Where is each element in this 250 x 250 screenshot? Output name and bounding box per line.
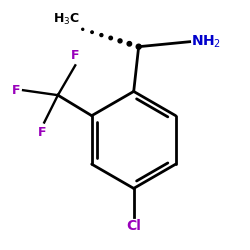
Text: Cl: Cl (126, 220, 141, 234)
Circle shape (91, 31, 93, 34)
Circle shape (82, 28, 84, 30)
Circle shape (127, 42, 132, 46)
Circle shape (109, 36, 112, 40)
Circle shape (118, 39, 122, 43)
Text: F: F (12, 84, 20, 97)
Text: F: F (38, 126, 46, 139)
Text: NH$_2$: NH$_2$ (191, 34, 221, 50)
Text: H$_3$C: H$_3$C (53, 12, 80, 27)
Circle shape (100, 34, 103, 36)
Circle shape (136, 44, 141, 49)
Text: F: F (71, 48, 80, 62)
